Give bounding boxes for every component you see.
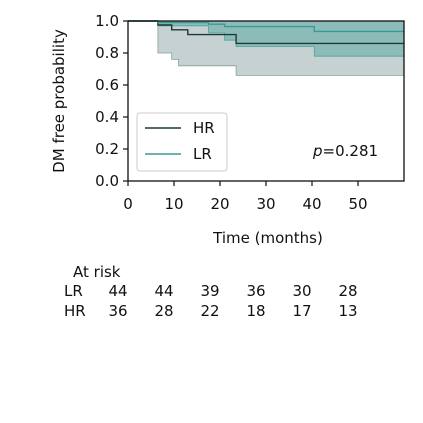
y-tick-label: 0.6: [95, 76, 119, 94]
y-tick-label: 0.8: [95, 44, 119, 62]
at-risk-count: 36: [108, 302, 127, 320]
at-risk-count: 17: [292, 302, 311, 320]
x-tick-label: 10: [164, 195, 183, 213]
x-tick-label: 20: [210, 195, 229, 213]
confidence-bands: [128, 20, 405, 76]
x-axis: 0 10 20 30 40 50: [123, 181, 368, 213]
ci-band-lr: [128, 20, 405, 57]
y-tick-label: 1.0: [95, 12, 119, 30]
at-risk-count: 13: [338, 302, 357, 320]
p-value: =0.281: [323, 142, 379, 160]
y-tick-label: 0.4: [95, 108, 119, 126]
y-tick-label: 0.0: [95, 172, 119, 190]
at-risk-count: 44: [108, 282, 127, 300]
x-tick-label: 0: [123, 195, 133, 213]
at-risk-count: 30: [292, 282, 311, 300]
at-risk-header: At risk: [73, 263, 121, 281]
y-tick-label: 0.2: [95, 140, 119, 158]
legend-label-lr: LR: [193, 145, 212, 163]
at-risk-row-label: LR: [64, 282, 83, 300]
p-symbol: p: [312, 142, 323, 160]
y-axis-label: DM free probability: [50, 29, 68, 173]
x-tick-label: 50: [348, 195, 367, 213]
at-risk-count: 28: [338, 282, 357, 300]
legend-label-hr: HR: [193, 119, 215, 137]
y-axis: 0.0 0.2 0.4 0.6 0.8 1.0: [95, 12, 128, 190]
at-risk-row-label: HR: [64, 302, 86, 320]
at-risk-table: At risk LR 44 44 39 36 30 28 HR 36 28 22 18 17 13: [64, 263, 358, 320]
at-risk-count: 22: [200, 302, 219, 320]
at-risk-count: 44: [154, 282, 173, 300]
p-value-annotation: p=0.281: [312, 142, 378, 160]
x-tick-label: 30: [256, 195, 275, 213]
x-axis-label: Time (months): [212, 229, 323, 247]
at-risk-count: 18: [246, 302, 265, 320]
survival-curves: [128, 20, 404, 45]
x-tick-label: 40: [302, 195, 321, 213]
at-risk-count: 36: [246, 282, 265, 300]
survival-line-lr: [128, 20, 404, 33]
at-risk-count: 39: [200, 282, 219, 300]
legend: HR LR: [136, 112, 228, 172]
at-risk-count: 28: [154, 302, 173, 320]
